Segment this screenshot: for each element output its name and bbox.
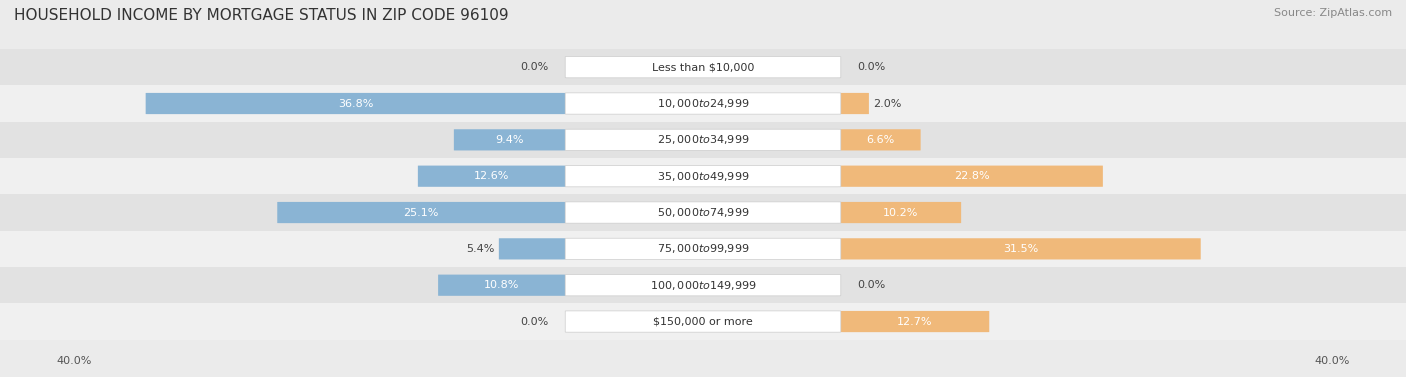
- Bar: [0, 267, 1406, 303]
- Text: $150,000 or more: $150,000 or more: [654, 317, 752, 326]
- Text: 31.5%: 31.5%: [1002, 244, 1039, 254]
- Text: 0.0%: 0.0%: [858, 280, 886, 290]
- Text: 25.1%: 25.1%: [404, 207, 439, 218]
- FancyBboxPatch shape: [565, 202, 841, 223]
- FancyBboxPatch shape: [439, 274, 565, 296]
- Bar: [0, 158, 1406, 195]
- Text: 40.0%: 40.0%: [56, 356, 91, 366]
- FancyBboxPatch shape: [565, 238, 841, 259]
- Text: Less than $10,000: Less than $10,000: [652, 62, 754, 72]
- FancyBboxPatch shape: [565, 129, 841, 150]
- Text: $50,000 to $74,999: $50,000 to $74,999: [657, 206, 749, 219]
- FancyBboxPatch shape: [454, 129, 565, 150]
- Text: 12.7%: 12.7%: [897, 317, 932, 326]
- Bar: [0, 231, 1406, 267]
- Text: 10.2%: 10.2%: [883, 207, 918, 218]
- FancyBboxPatch shape: [418, 166, 565, 187]
- Text: 0.0%: 0.0%: [520, 62, 548, 72]
- FancyBboxPatch shape: [565, 57, 841, 78]
- Text: 10.8%: 10.8%: [484, 280, 519, 290]
- Text: 9.4%: 9.4%: [495, 135, 524, 145]
- Text: $35,000 to $49,999: $35,000 to $49,999: [657, 170, 749, 183]
- Text: 12.6%: 12.6%: [474, 171, 509, 181]
- FancyBboxPatch shape: [565, 93, 841, 114]
- FancyBboxPatch shape: [499, 238, 565, 259]
- FancyBboxPatch shape: [146, 93, 565, 114]
- Text: $10,000 to $24,999: $10,000 to $24,999: [657, 97, 749, 110]
- FancyBboxPatch shape: [841, 166, 1102, 187]
- FancyBboxPatch shape: [841, 238, 1201, 259]
- FancyBboxPatch shape: [841, 129, 921, 150]
- Text: 6.6%: 6.6%: [866, 135, 894, 145]
- FancyBboxPatch shape: [841, 202, 962, 223]
- FancyBboxPatch shape: [277, 202, 565, 223]
- FancyBboxPatch shape: [565, 166, 841, 187]
- Text: $100,000 to $149,999: $100,000 to $149,999: [650, 279, 756, 292]
- Text: $75,000 to $99,999: $75,000 to $99,999: [657, 242, 749, 255]
- Bar: [0, 303, 1406, 340]
- Bar: [0, 85, 1406, 122]
- FancyBboxPatch shape: [565, 274, 841, 296]
- Text: 0.0%: 0.0%: [520, 317, 548, 326]
- Text: 40.0%: 40.0%: [1315, 356, 1350, 366]
- Text: 2.0%: 2.0%: [873, 98, 901, 109]
- Text: 0.0%: 0.0%: [858, 62, 886, 72]
- FancyBboxPatch shape: [841, 93, 869, 114]
- Bar: [0, 49, 1406, 85]
- Text: Source: ZipAtlas.com: Source: ZipAtlas.com: [1274, 8, 1392, 18]
- Bar: [0, 195, 1406, 231]
- FancyBboxPatch shape: [841, 311, 990, 332]
- Text: $25,000 to $34,999: $25,000 to $34,999: [657, 133, 749, 146]
- Text: 22.8%: 22.8%: [955, 171, 990, 181]
- Text: HOUSEHOLD INCOME BY MORTGAGE STATUS IN ZIP CODE 96109: HOUSEHOLD INCOME BY MORTGAGE STATUS IN Z…: [14, 8, 509, 23]
- Text: 36.8%: 36.8%: [337, 98, 373, 109]
- FancyBboxPatch shape: [565, 311, 841, 332]
- Text: 5.4%: 5.4%: [467, 244, 495, 254]
- Bar: [0, 122, 1406, 158]
- Legend: Without Mortgage, With Mortgage: Without Mortgage, With Mortgage: [561, 375, 845, 377]
